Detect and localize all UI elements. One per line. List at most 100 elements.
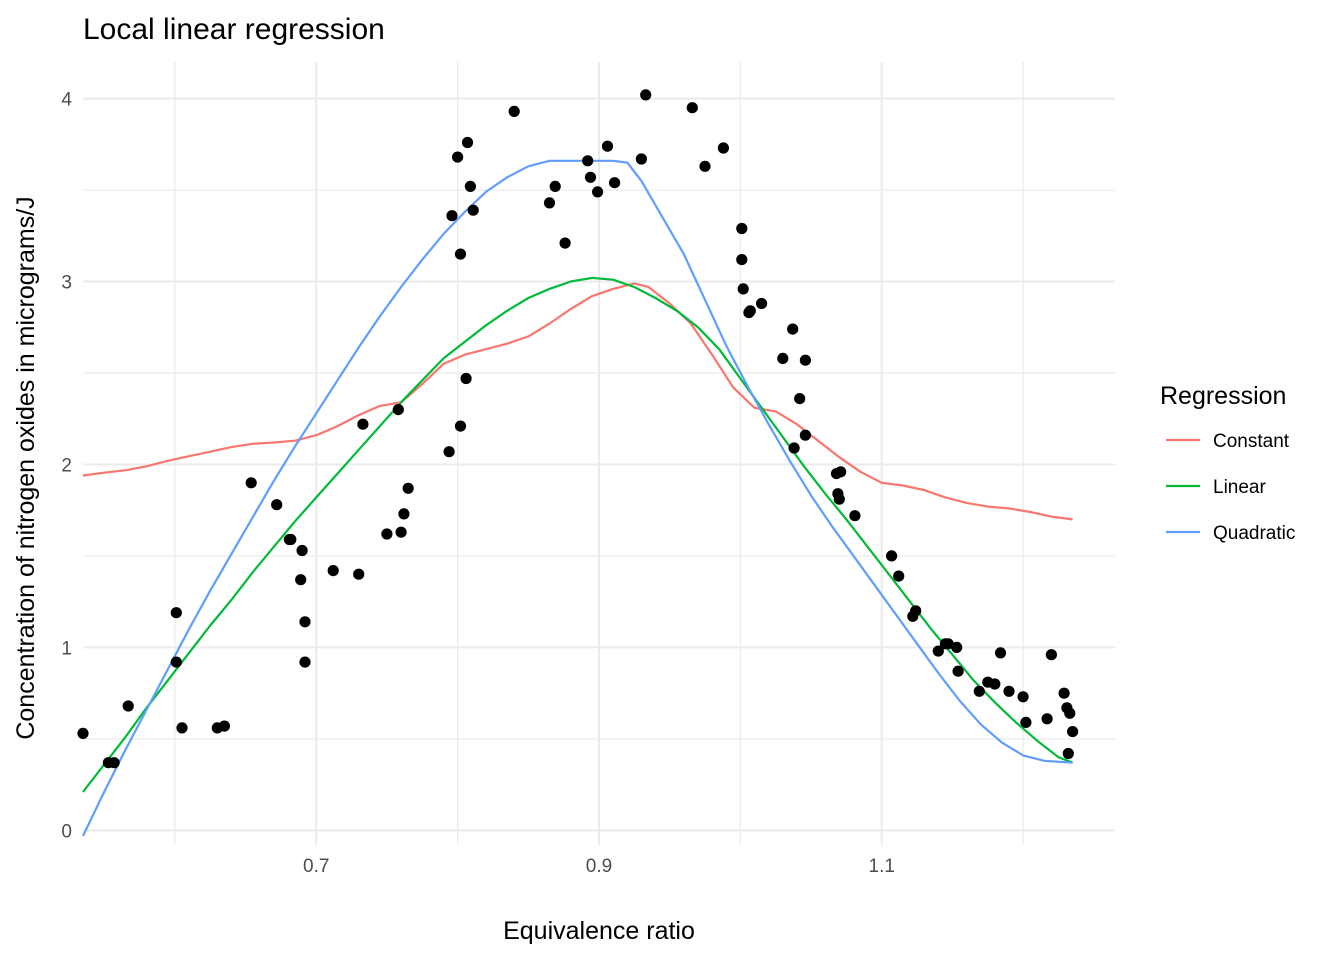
data-point: [833, 493, 845, 505]
data-point: [788, 442, 800, 454]
y-tick-label: 3: [61, 273, 72, 294]
data-point: [794, 393, 806, 405]
data-point: [744, 305, 756, 317]
data-point: [835, 466, 847, 478]
data-point: [381, 528, 393, 540]
data-point: [1003, 685, 1015, 697]
y-tick-label: 1: [61, 638, 72, 659]
data-point: [353, 568, 365, 580]
data-point: [893, 570, 905, 582]
data-point: [736, 254, 748, 266]
data-point: [1067, 726, 1079, 738]
legend-label-quadratic: Quadratic: [1213, 523, 1295, 544]
data-point: [327, 565, 339, 577]
data-point: [886, 550, 898, 562]
data-point: [170, 656, 182, 668]
y-axis-title: Concentration of nitrogen oxides in micr…: [12, 196, 40, 739]
data-point: [609, 177, 621, 189]
data-point: [910, 605, 922, 617]
data-points: [77, 89, 1079, 769]
x-tick-label: 0.9: [586, 856, 612, 877]
regression-lines: [82, 159, 1073, 837]
data-point: [989, 678, 1001, 690]
data-point: [77, 727, 89, 740]
x-tick-label: 1.1: [869, 856, 895, 877]
data-point: [756, 297, 768, 310]
y-tick-label: 4: [61, 90, 72, 111]
data-point: [1058, 687, 1070, 699]
data-point: [295, 574, 307, 586]
data-point: [299, 656, 311, 668]
legend-label-constant: Constant: [1213, 431, 1290, 452]
data-point: [395, 526, 407, 538]
data-point: [592, 186, 604, 198]
data-point: [777, 352, 789, 364]
y-tick-label: 0: [61, 821, 72, 842]
x-axis: 0.7 0.9 1.1: [303, 856, 895, 877]
data-point: [1045, 649, 1057, 661]
data-point: [461, 136, 474, 149]
data-point: [296, 544, 308, 557]
series-line-constant: [82, 282, 1073, 521]
legend-title: Regression: [1160, 382, 1286, 410]
x-tick-label: 0.7: [303, 856, 329, 877]
data-point: [170, 607, 182, 619]
data-point: [1062, 747, 1074, 760]
data-point: [582, 155, 594, 167]
y-tick-label: 2: [61, 455, 72, 476]
data-point: [699, 160, 711, 172]
data-point: [737, 283, 749, 295]
data-point: [299, 616, 311, 628]
data-point: [635, 153, 648, 165]
data-point: [799, 429, 812, 441]
data-point: [932, 645, 944, 657]
data-point: [1017, 691, 1029, 703]
y-axis: 0 1 2 3 4: [61, 90, 72, 843]
data-point: [271, 499, 283, 511]
data-point: [398, 508, 410, 520]
data-point: [736, 222, 748, 235]
data-point: [392, 404, 404, 416]
data-point: [849, 510, 861, 522]
data-point: [942, 638, 954, 650]
data-point: [952, 665, 964, 677]
data-point: [443, 446, 455, 458]
data-point: [446, 210, 458, 222]
plot-grid: [83, 62, 1115, 845]
data-point: [787, 323, 799, 335]
x-axis-title: Equivalence ratio: [503, 917, 695, 945]
data-point: [464, 180, 476, 192]
data-point: [1041, 713, 1053, 725]
data-point: [460, 372, 472, 385]
data-point: [1020, 716, 1032, 729]
data-point: [549, 180, 561, 192]
data-point: [584, 171, 597, 183]
data-point: [601, 140, 614, 152]
data-point: [717, 142, 730, 154]
data-point: [559, 237, 571, 249]
data-point: [108, 757, 120, 769]
legend-label-linear: Linear: [1213, 477, 1266, 498]
data-point: [357, 418, 369, 430]
legend: Regression Constant Linear Quadratic: [1160, 382, 1295, 544]
data-point: [1064, 707, 1076, 719]
data-point: [454, 248, 467, 260]
data-point: [452, 151, 464, 163]
data-point: [994, 647, 1007, 659]
data-point: [285, 533, 297, 546]
data-point: [454, 420, 467, 432]
data-point: [973, 685, 985, 697]
data-point: [951, 641, 963, 654]
data-point: [218, 720, 230, 732]
data-point: [508, 105, 520, 117]
data-point: [686, 102, 698, 114]
data-point: [640, 89, 652, 101]
chart-title: Local linear regression: [83, 13, 385, 46]
series-line-quadratic: [82, 159, 1073, 837]
data-point: [245, 477, 257, 489]
data-point: [402, 482, 414, 494]
data-point: [467, 204, 479, 216]
data-point: [543, 197, 556, 209]
data-point: [176, 722, 188, 734]
data-point: [122, 700, 134, 712]
